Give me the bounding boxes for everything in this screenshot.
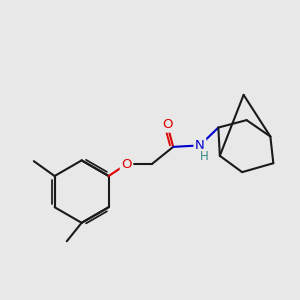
Text: O: O bbox=[162, 118, 172, 131]
Text: H: H bbox=[200, 150, 208, 163]
Text: N: N bbox=[195, 139, 205, 152]
Text: O: O bbox=[121, 158, 132, 171]
